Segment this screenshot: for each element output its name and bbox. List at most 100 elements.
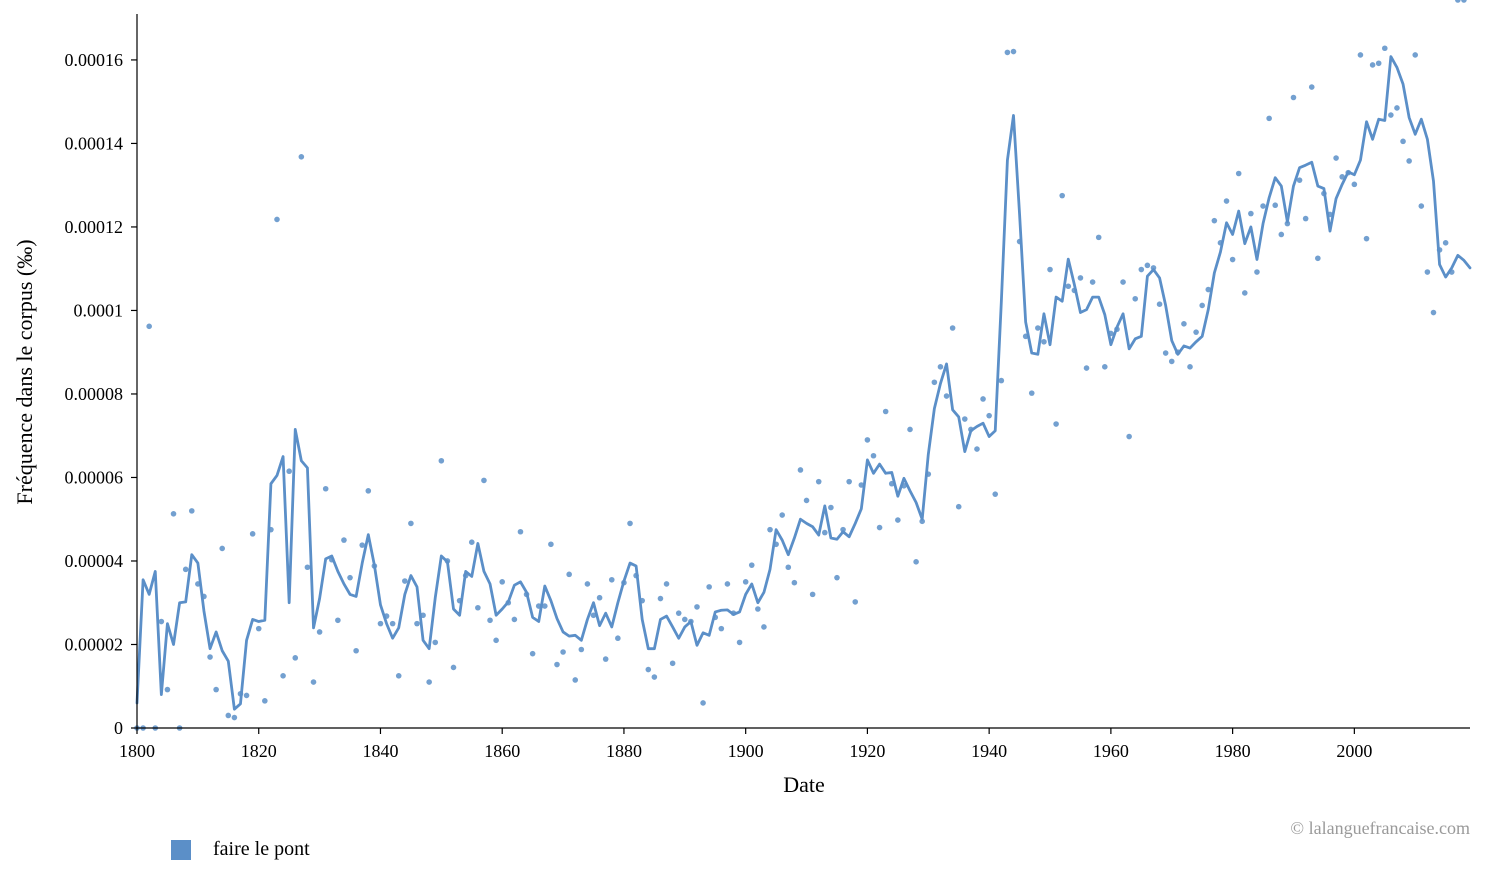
y-tick-label: 0.0001 [74,300,124,320]
data-point [1339,174,1345,180]
data-point [1406,158,1412,164]
data-point [1199,302,1205,309]
data-point [481,477,487,484]
data-point [980,396,986,402]
data-point [408,520,414,527]
data-point [335,617,341,624]
data-point [1028,390,1035,396]
data-point [815,478,822,485]
data-point [608,576,615,583]
y-tick-label: 0.00014 [65,133,124,153]
data-point [736,639,743,646]
data-point [1400,138,1406,145]
data-point [1004,49,1011,56]
data-point [718,625,725,632]
data-point [1168,358,1175,365]
data-point [377,620,384,627]
data-point [316,629,323,635]
data-point [1101,364,1108,370]
data-point [298,154,305,160]
data-point [1296,177,1303,183]
data-point [468,539,475,545]
data-point [803,497,810,504]
data-point [882,408,889,415]
data-point [164,686,171,693]
data-point [1162,350,1169,356]
data-point [840,526,846,533]
y-tick-label: 0.00002 [65,634,124,654]
data-point [1235,170,1242,177]
x-tick-label: 1920 [849,741,885,761]
data-point [578,646,585,653]
data-point [1284,220,1291,227]
data-point [822,529,828,536]
data-point [998,377,1005,384]
series-line-faire-le-pont [135,55,1472,711]
data-point [146,323,152,330]
data-point [937,364,944,370]
data-point [249,531,256,537]
data-point [992,491,999,497]
data-point [493,637,499,644]
y-tick-label: 0.00012 [65,217,124,237]
data-point [931,379,938,386]
y-tick-label: 0.00008 [65,384,124,404]
data-point [182,566,189,573]
data-point [657,595,664,602]
data-point [1442,240,1449,246]
data-point [310,679,317,685]
data-point [1095,234,1102,241]
data-point [748,562,755,568]
data-point [322,485,329,492]
data-point [432,639,439,646]
data-point [1132,295,1139,302]
data-point [602,656,609,662]
data-point [1089,279,1096,285]
data-point [1315,255,1321,262]
data-point [365,488,372,494]
legend-swatch [171,839,191,860]
data-point [213,686,219,693]
data-point [1077,275,1084,281]
data-point [1272,202,1279,209]
data-point [511,616,518,623]
x-tick-label: 1980 [1215,741,1251,761]
data-point [700,700,706,706]
data-point [1424,269,1431,275]
data-point [895,517,901,523]
data-point [1120,279,1126,285]
data-point [426,679,432,685]
data-point [1394,105,1400,111]
data-point [304,564,311,571]
data-point [669,660,676,667]
data-point [919,518,925,525]
data-point [846,478,852,485]
y-tick-label: 0.00004 [65,551,124,571]
data-point [560,649,566,655]
data-point [651,674,658,680]
data-point [1418,203,1425,209]
data-point [1126,433,1132,440]
data-point [974,446,980,452]
data-point [1375,60,1382,67]
data-point [475,604,481,611]
data-point [529,650,536,657]
data-point [961,416,968,422]
data-point [1065,283,1072,290]
data-point [1205,286,1212,293]
data-point [1211,217,1218,224]
data-point [1138,266,1145,273]
data-point [1223,198,1230,204]
data-point [1357,52,1364,58]
data-point [955,503,962,510]
data-point [907,426,913,433]
data-point [852,599,859,605]
data-point [1369,62,1376,68]
y-axis-title: Fréquence dans le corpus (‰) [12,239,37,504]
data-point [1430,309,1437,316]
x-tick-label: 2000 [1336,741,1372,761]
data-point [742,579,749,585]
data-point [876,524,883,531]
data-point [1461,0,1467,3]
data-point [1010,48,1017,55]
